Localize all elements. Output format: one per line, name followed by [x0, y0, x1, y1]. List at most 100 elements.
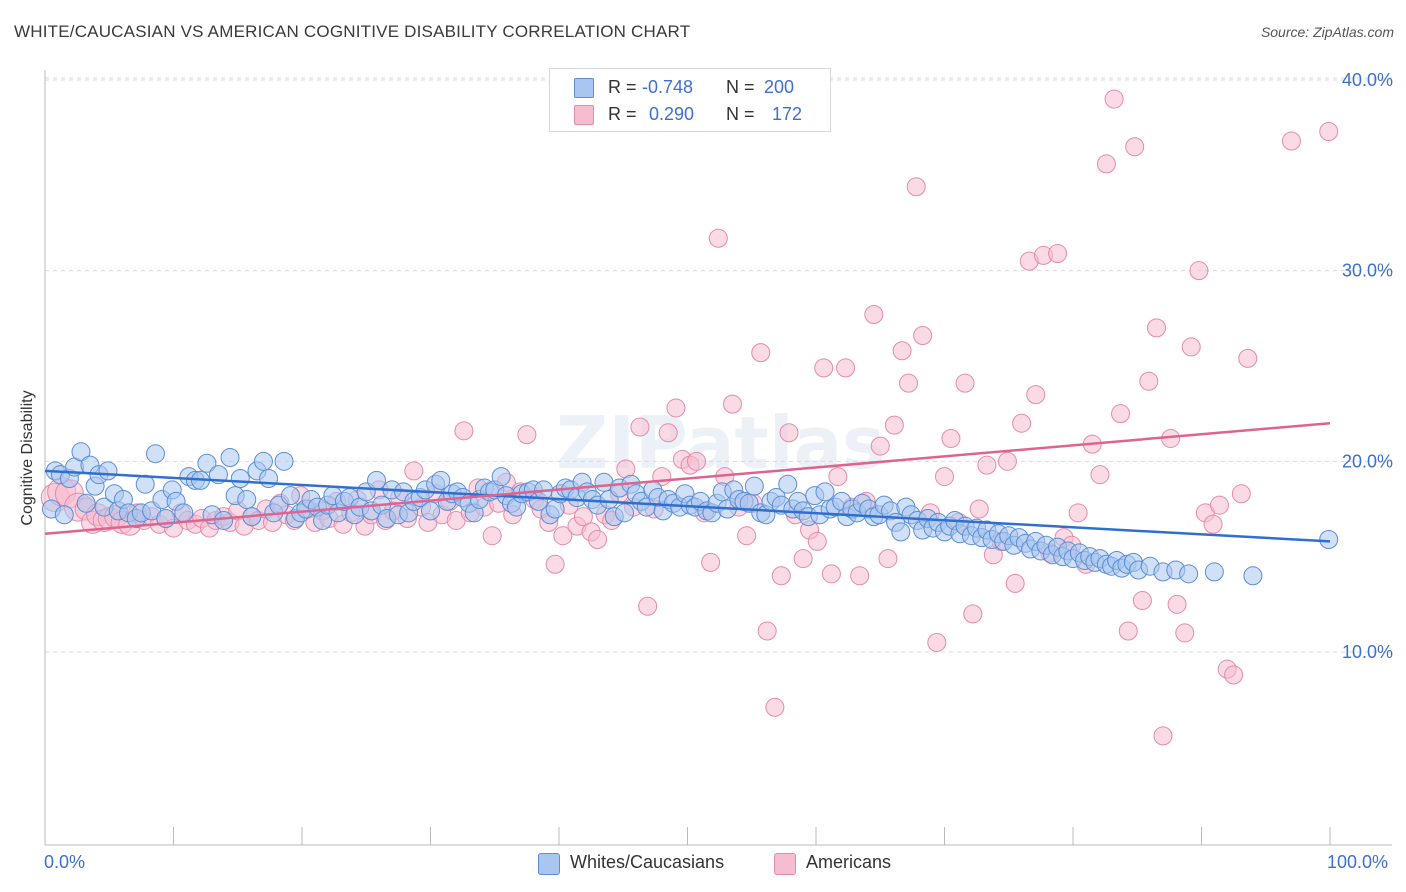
americans-point: [1319, 121, 1339, 141]
americans-point: [1175, 623, 1195, 643]
whites-point: [71, 442, 91, 462]
whites-point: [1204, 562, 1224, 582]
americans-point: [807, 531, 827, 551]
americans-point: [737, 526, 757, 546]
americans-point: [927, 632, 947, 652]
r-label: R =: [608, 104, 637, 124]
r-label: R =: [608, 77, 637, 97]
americans-point: [878, 549, 898, 569]
americans-point: [1005, 573, 1025, 593]
americans-point: [1224, 665, 1244, 685]
americans-point: [1096, 154, 1116, 174]
axes: [44, 70, 1392, 846]
legend-swatch-whites: [538, 853, 560, 875]
whites-swatch: [574, 78, 594, 98]
americans-point: [892, 341, 912, 361]
whites-point: [891, 522, 911, 542]
americans-point: [666, 398, 686, 418]
americans-point: [1068, 503, 1088, 523]
americans-point: [864, 305, 884, 325]
americans-point: [821, 564, 841, 584]
whites-point: [220, 448, 240, 468]
whites-point: [615, 503, 635, 523]
americans-point: [793, 549, 813, 569]
americans-point: [828, 467, 848, 487]
americans-point: [638, 596, 658, 616]
n-value: 172: [772, 104, 803, 124]
americans-point: [1281, 131, 1301, 151]
whites-point: [274, 451, 294, 471]
whites-point: [367, 470, 387, 490]
stats-row-whites: R = -0.748 N = 200: [550, 75, 830, 101]
y-tick-labels: 10.0% 20.0% 30.0% 40.0%: [1342, 70, 1393, 662]
americans-point: [630, 417, 650, 437]
americans-point: [686, 451, 706, 471]
whites-trend-line: [44, 469, 1331, 543]
americans-point: [658, 423, 678, 443]
n-value: 200: [764, 77, 795, 97]
americans-point: [1048, 244, 1068, 264]
whites-point: [54, 505, 74, 525]
legend-swatch-americans: [774, 853, 796, 875]
americans-point: [722, 394, 742, 414]
whites-point: [230, 468, 250, 488]
y-tick-label: 40.0%: [1342, 70, 1393, 90]
americans-point: [1147, 318, 1167, 338]
r-value: -0.748: [642, 77, 694, 97]
whites-point: [815, 482, 835, 502]
americans-point: [588, 530, 608, 550]
y-tick-label: 20.0%: [1342, 451, 1393, 471]
whites-point: [744, 476, 764, 496]
x-tick-label-max: 100.0%: [1327, 852, 1389, 872]
americans-point: [701, 552, 721, 572]
americans-point: [1167, 594, 1187, 614]
whites-point: [214, 510, 234, 530]
r-value: 0.290: [649, 104, 695, 124]
whites-point: [421, 501, 440, 521]
americans-point: [771, 566, 791, 586]
y-tick-label: 10.0%: [1342, 642, 1393, 662]
stats-row-americans: R = 0.290 N = 172: [550, 102, 830, 128]
americans-point: [899, 373, 919, 393]
n-label: N =: [726, 77, 755, 97]
stats-legend-box: R = -0.748 N = 200 R = 0.290 N = 172: [549, 68, 831, 132]
americans-point: [850, 566, 870, 586]
whites-point: [197, 453, 217, 473]
source-credit: Source: ZipAtlas.com: [1260, 24, 1394, 40]
americans-point: [1132, 591, 1152, 611]
whites-point: [253, 451, 273, 471]
americans-point: [404, 461, 424, 481]
americans-point: [836, 358, 856, 378]
americans-point: [517, 425, 537, 445]
americans-point: [884, 415, 904, 435]
whites-point: [98, 461, 118, 481]
whites-point: [431, 470, 451, 490]
whites-point: [280, 486, 300, 506]
whites-point: [259, 468, 279, 488]
americans-point: [1209, 495, 1229, 515]
whites-point: [1243, 566, 1263, 586]
americans-point: [751, 343, 771, 363]
americans-point: [1090, 465, 1110, 485]
americans-point: [1026, 385, 1046, 405]
americans-point: [708, 228, 728, 248]
americans-point: [1104, 89, 1124, 109]
americans-point: [1181, 337, 1201, 357]
americans-point: [1118, 621, 1138, 641]
americans-point: [913, 325, 933, 345]
whites-point: [1319, 530, 1339, 550]
americans-point: [779, 423, 799, 443]
whites-point: [491, 467, 511, 487]
americans-point: [1125, 137, 1145, 157]
whites-point: [76, 493, 96, 513]
whites-point: [146, 444, 166, 464]
x-tick-label-min: 0.0%: [44, 852, 86, 872]
americans-point: [1111, 404, 1131, 424]
americans-point: [1139, 371, 1159, 391]
americans-point: [997, 451, 1017, 471]
americans-point: [454, 421, 474, 441]
whites-point: [1179, 564, 1199, 584]
americans-point: [977, 455, 997, 475]
chart-title: WHITE/CAUCASIAN VS AMERICAN COGNITIVE DI…: [14, 22, 691, 41]
